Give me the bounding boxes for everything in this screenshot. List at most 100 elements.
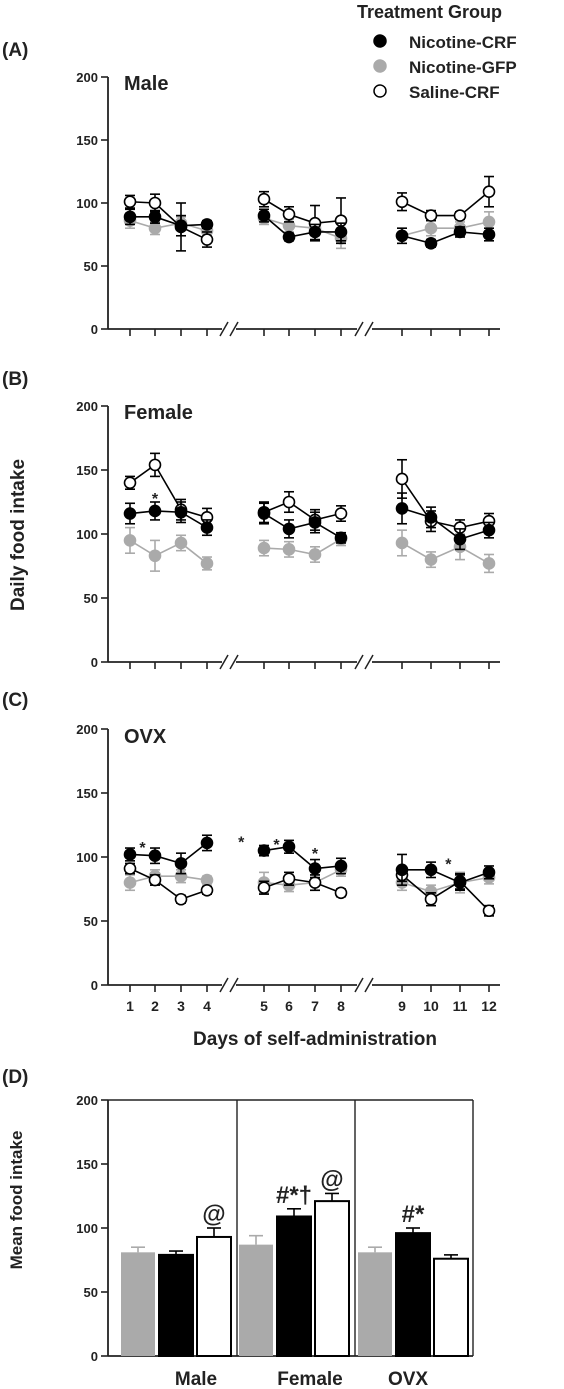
data-point-saline-crf — [148, 458, 162, 472]
data-point-nicotine-gfp — [148, 221, 162, 235]
x-axis-label-days: Days of self-administration — [193, 1029, 437, 1050]
data-point-nicotine-gfp — [200, 873, 214, 887]
data-point-nicotine-crf — [282, 522, 296, 536]
y-tick-label: 100 — [76, 850, 98, 865]
series-line-nicotine-crf — [402, 868, 490, 884]
bar-saline-crf-ovx — [433, 1257, 469, 1357]
y-tick-label: 50 — [84, 914, 98, 929]
data-point-nicotine-crf — [123, 848, 137, 861]
significance-mark: #* — [402, 1201, 425, 1228]
series-line-saline-crf — [129, 463, 208, 519]
data-point-nicotine-crf — [308, 862, 322, 875]
x-tick-label: 2 — [151, 998, 159, 1014]
data-point-nicotine-crf — [334, 225, 348, 239]
data-point-nicotine-crf — [395, 502, 409, 515]
x-tick-label: 7 — [311, 998, 319, 1014]
panel-b-letter: (B) — [2, 369, 28, 390]
axis-break-mark — [219, 321, 229, 337]
series-line-nicotine-crf — [263, 845, 342, 870]
panel-d-letter: (D) — [2, 1067, 28, 1088]
series-line-nicotine-gfp — [263, 538, 342, 556]
bar-saline-crf-male — [196, 1235, 232, 1357]
data-point-nicotine-crf — [395, 229, 409, 243]
axis-break-mark — [219, 977, 229, 993]
data-point-saline-crf — [334, 886, 348, 900]
y-tick-label: 200 — [76, 399, 98, 414]
legend: Treatment Group Nicotine-CRF Nicotine-GF… — [357, 2, 517, 102]
data-point-nicotine-crf — [334, 859, 348, 873]
y-tick-label: 0 — [91, 655, 98, 670]
category-label-male: Male — [175, 1369, 217, 1389]
data-point-saline-crf — [395, 195, 409, 209]
panel-c-letter: (C) — [2, 690, 28, 711]
y-tick-label: 0 — [91, 322, 98, 337]
legend-marker-saline-crf — [373, 84, 387, 98]
category-label-female: Female — [277, 1369, 342, 1389]
series-line-nicotine-crf — [129, 842, 208, 865]
bar-nicotine-gfp-male — [121, 1252, 155, 1356]
axis-break-mark — [354, 654, 364, 670]
panel-d-chart: (D) 0 50 100 150 200 Male Female OVX @ #*† @ #* — [2, 1067, 474, 1389]
series-nicotine-crf — [123, 834, 496, 892]
data-point-saline-crf — [282, 208, 296, 221]
data-point-nicotine-gfp — [395, 536, 409, 550]
significance-mark: * — [273, 837, 280, 854]
data-point-saline-crf — [123, 862, 137, 875]
significance-mark: * — [152, 491, 159, 508]
legend-title: Treatment Group — [357, 2, 502, 22]
significance-mark: * — [312, 846, 319, 863]
series-line-saline-crf — [263, 198, 342, 224]
significance-mark: @ — [202, 1201, 225, 1228]
axis-break-mark — [364, 321, 374, 337]
data-point-nicotine-crf — [282, 840, 296, 854]
bar-nicotine-crf-female — [276, 1215, 312, 1357]
data-point-saline-crf — [148, 873, 162, 887]
significance-mark: * — [445, 856, 452, 873]
panel-b-chart: (B) Female 0 50 100 150 200 * — [2, 369, 500, 670]
series-nicotine-crf — [123, 492, 496, 551]
data-point-saline-crf — [334, 507, 348, 520]
series-saline-crf — [123, 175, 496, 252]
data-point-saline-crf — [395, 472, 409, 486]
series-line-saline-crf — [263, 877, 342, 894]
bar-nicotine-crf-ovx — [395, 1232, 431, 1357]
data-point-nicotine-crf — [174, 857, 188, 870]
bar-nicotine-crf-male — [158, 1253, 194, 1358]
x-tick-label: 3 — [177, 998, 185, 1014]
data-point-nicotine-gfp — [308, 548, 322, 561]
data-point-saline-crf — [257, 881, 271, 895]
x-tick-label: 11 — [453, 998, 468, 1014]
data-point-nicotine-crf — [453, 532, 467, 546]
data-point-nicotine-crf — [424, 511, 438, 524]
data-point-nicotine-crf — [334, 531, 348, 545]
series-line-nicotine-crf — [263, 214, 341, 238]
data-point-saline-crf — [482, 904, 496, 918]
series-line-nicotine-gfp — [401, 542, 490, 565]
data-point-nicotine-crf — [424, 863, 438, 877]
axis-break-mark — [364, 654, 374, 670]
data-point-nicotine-crf — [453, 225, 467, 239]
data-point-nicotine-crf — [482, 866, 496, 879]
data-point-nicotine-crf — [482, 228, 496, 241]
axis-break-mark — [364, 977, 374, 993]
data-point-nicotine-crf — [148, 504, 162, 518]
data-point-nicotine-gfp — [123, 876, 137, 889]
y-tick-label: 150 — [76, 133, 98, 148]
series-line-nicotine-crf — [263, 512, 342, 539]
x-tick-label: 1 — [126, 998, 134, 1014]
data-point-nicotine-crf — [200, 218, 214, 231]
y-tick-label: 200 — [76, 1093, 98, 1108]
series-line-saline-crf — [263, 501, 342, 521]
y-tick-label: 150 — [76, 786, 98, 801]
series-line-nicotine-gfp — [401, 221, 490, 237]
series-line-saline-crf — [401, 478, 490, 529]
data-point-nicotine-crf — [148, 210, 162, 224]
y-tick-label: 200 — [76, 722, 98, 737]
legend-marker-nicotine-crf — [373, 34, 387, 48]
bar-nicotine-gfp-female — [239, 1244, 273, 1356]
legend-entry-nicotine-crf: Nicotine-CRF — [373, 33, 517, 52]
data-point-nicotine-crf — [148, 849, 162, 863]
series-nicotine-gfp — [123, 526, 496, 574]
data-point-saline-crf — [200, 883, 214, 897]
